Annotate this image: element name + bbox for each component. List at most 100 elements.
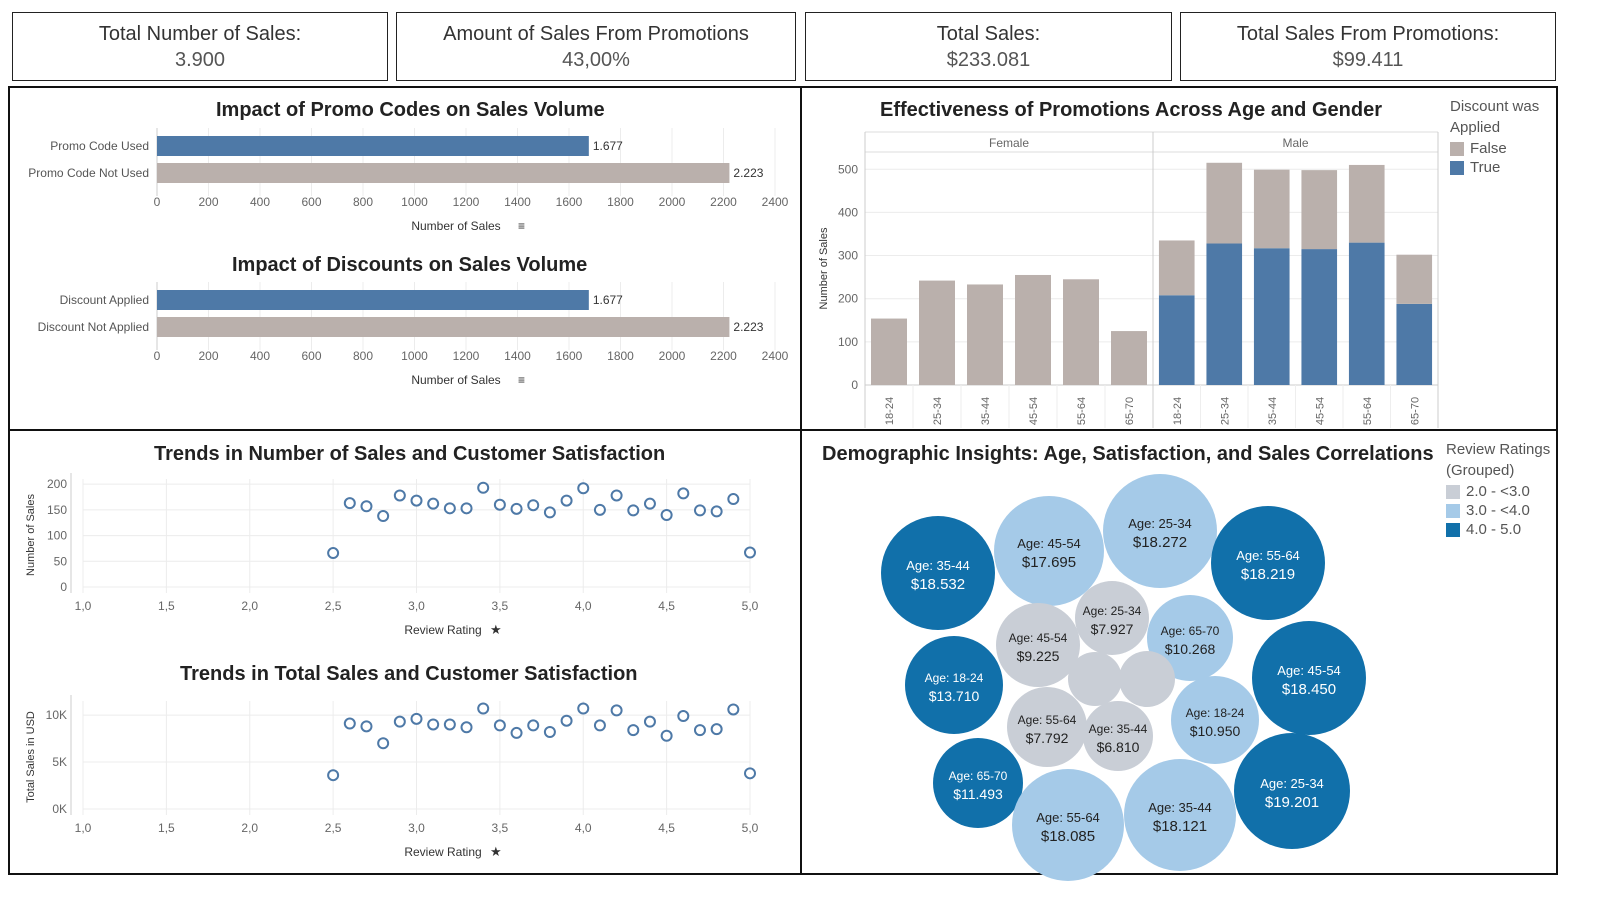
- x-tick-label: 800: [353, 195, 373, 209]
- panel-demographic-bubbles: Demographic Insights: Age, Satisfaction,…: [800, 429, 1558, 881]
- x-tick-label: 1,0: [75, 599, 92, 613]
- x-tick-label: 4,0: [575, 821, 592, 835]
- age-gender-stacked-bar-chart: Female Male 0 100 200 300 400 500 Number of Sale…: [818, 131, 1439, 428]
- data-point: [710, 723, 723, 736]
- bubble-value: $18.272: [1133, 534, 1187, 551]
- data-point: [543, 506, 556, 519]
- bubble-label: Age: 45-54: [1017, 536, 1081, 551]
- x-tick-label: 1600: [556, 195, 583, 209]
- x-tick-label: 0: [154, 349, 161, 363]
- bar-segment-false: [1253, 169, 1290, 249]
- y-tick-label: 0: [60, 580, 67, 594]
- x-tick-label: 1000: [401, 349, 428, 363]
- x-axis-label: Number of Sales: [411, 219, 500, 233]
- category-label: Discount Applied: [60, 293, 149, 307]
- panel-header-male: Male: [1282, 136, 1308, 150]
- bubble: [1124, 759, 1236, 871]
- bubble: [1012, 769, 1124, 881]
- bubble: [996, 603, 1080, 687]
- x-tick-label: 3,5: [492, 599, 509, 613]
- x-tick-label: 25-34: [1219, 397, 1231, 425]
- data-point: [727, 703, 740, 716]
- data-point: [727, 493, 740, 506]
- bar: [157, 163, 730, 183]
- pin-icon: ★: [490, 844, 502, 859]
- legend-swatch-high: [1446, 522, 1460, 537]
- y-tick-label: 0: [851, 378, 858, 392]
- bubble: [1119, 651, 1175, 707]
- data-point: [427, 718, 440, 731]
- legend-label: 2.0 - <3.0: [1466, 483, 1530, 500]
- bubble-label: Age: 45-54: [1277, 663, 1341, 678]
- category-label: Discount Not Applied: [38, 320, 149, 334]
- bubble: [905, 636, 1003, 734]
- y-axis-label: Number of Sales: [818, 227, 830, 309]
- y-tick-label: 100: [47, 529, 67, 543]
- data-point: [660, 729, 673, 742]
- kpi-amount-of-sales-from-promotions: Amount of Sales From Promotions 43,00%: [396, 12, 796, 81]
- data-point: [393, 715, 406, 728]
- bubble: [1234, 733, 1350, 849]
- bar-segment-false: [919, 280, 955, 385]
- bubble-label: Age: 55-64: [1018, 713, 1077, 727]
- data-point: [443, 502, 456, 515]
- x-tick-label: 1,0: [75, 821, 92, 835]
- data-point: [560, 714, 573, 727]
- x-tick-label: 1600: [556, 349, 583, 363]
- x-tick-label: 1800: [607, 195, 634, 209]
- data-point: [410, 494, 423, 507]
- x-tick-label: 3,0: [408, 599, 425, 613]
- data-point: [643, 715, 656, 728]
- bubble-label: Age: 18-24: [925, 671, 984, 685]
- y-tick-label: 50: [54, 554, 68, 568]
- x-tick-label: 600: [301, 349, 321, 363]
- bar-segment-false: [1301, 170, 1338, 250]
- data-point: [643, 497, 656, 510]
- legend-item-high: 4.0 - 5.0: [1446, 521, 1558, 538]
- x-tick-label: 35-44: [1267, 397, 1279, 425]
- age-gender-chart-title: Effectiveness of Promotions Across Age a…: [880, 99, 1382, 121]
- sort-icon: ≡: [518, 373, 525, 387]
- x-tick-label: 400: [250, 349, 270, 363]
- bar-segment-false: [871, 318, 907, 385]
- kpi-value: $233.081: [946, 49, 1031, 71]
- demographic-bubble-chart: Age: 35-44 $18.532 Age: 45-54 $17.695 Age: 2…: [881, 474, 1366, 881]
- x-tick-label: 2400: [762, 349, 789, 363]
- data-label: 2.223: [733, 320, 763, 334]
- data-point: [543, 725, 556, 738]
- x-tick-label: 4,0: [575, 599, 592, 613]
- kpi-label: Total Sales From Promotions:: [1236, 23, 1500, 45]
- x-tick-label: 2,5: [325, 821, 342, 835]
- sales-rating-chart-title: Trends in Total Sales and Customer Satis…: [180, 663, 638, 685]
- data-point: [477, 702, 490, 715]
- bubble-label: Age: 35-44: [906, 558, 970, 573]
- y-tick-label: 5K: [52, 755, 67, 769]
- data-point: [610, 704, 623, 717]
- x-tick-label: 1200: [453, 195, 480, 209]
- bar-segment-true: [1301, 249, 1338, 385]
- promo-chart-title: Impact of Promo Codes on Sales Volume: [216, 99, 605, 121]
- y-tick-label: 100: [838, 335, 858, 349]
- y-tick-label: 150: [47, 503, 67, 517]
- kpi-label: Total Number of Sales:: [98, 23, 302, 45]
- y-axis-label: Total Sales in USD: [25, 711, 37, 803]
- category-label: Promo Code Used: [50, 139, 149, 153]
- bubble-value: $18.121: [1153, 818, 1207, 835]
- sort-icon: ≡: [518, 219, 525, 233]
- bubble: [1171, 676, 1259, 764]
- data-point: [593, 503, 606, 516]
- bubble-value: $10.950: [1190, 723, 1241, 739]
- bubble-label: Age: 25-34: [1083, 604, 1142, 618]
- count-rating-scatter: 1,0 1,5 2,0 2,5 3,0 3,5 4,0 4,5 5,0 0 50 100 150 200 R…: [25, 473, 759, 637]
- data-point: [744, 767, 756, 780]
- x-tick-label: 1400: [504, 195, 531, 209]
- data-point: [343, 717, 356, 730]
- bubble-label: Age: 65-70: [949, 769, 1008, 783]
- x-axis-label: Review Rating: [404, 623, 481, 637]
- x-tick-label: 2,0: [241, 821, 258, 835]
- y-tick-label: 10K: [46, 708, 67, 722]
- x-tick-label: 600: [301, 195, 321, 209]
- bubble-value: $18.085: [1041, 828, 1095, 845]
- x-tick-label: 2,0: [241, 599, 258, 613]
- bubble-label: Age: 18-24: [1186, 706, 1245, 720]
